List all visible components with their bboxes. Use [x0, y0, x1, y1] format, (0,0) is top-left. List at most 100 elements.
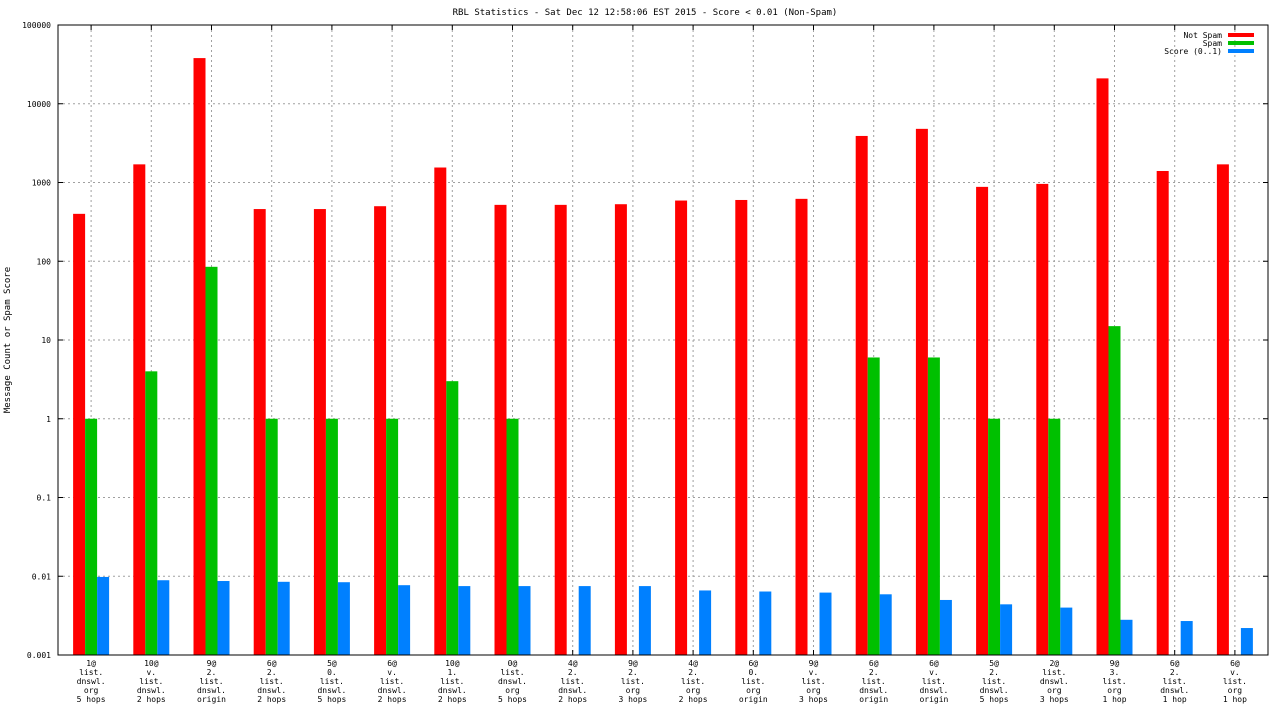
x-tick-label: dnswl.	[378, 686, 407, 695]
bar-not-spam	[795, 198, 808, 655]
x-tick-label: 6@	[387, 659, 397, 668]
x-tick-label: 9@	[1110, 659, 1120, 668]
bar-score-0-1	[217, 581, 230, 655]
bar-score-0-1	[398, 585, 411, 655]
bar-not-spam	[253, 209, 266, 656]
x-tick-label: org	[1047, 686, 1062, 695]
x-tick-label: list.	[982, 677, 1006, 686]
bar-score-0-1	[1060, 607, 1073, 655]
x-tick-label: 9@	[207, 659, 217, 668]
x-tick-label: list.	[862, 677, 886, 686]
x-tick-label: org	[746, 686, 761, 695]
x-tick-label: 1@	[86, 659, 96, 668]
bar-spam	[1108, 326, 1121, 655]
bar-not-spam	[73, 213, 86, 655]
bar-not-spam	[976, 186, 989, 655]
x-tick-label: v.	[809, 668, 819, 677]
bar-not-spam	[434, 167, 447, 655]
x-tick-label: dnswl.	[438, 686, 467, 695]
legend-label: Score (0..1)	[1164, 47, 1222, 56]
legend-label: Not Spam	[1183, 31, 1222, 40]
x-tick-label: dnswl.	[919, 686, 948, 695]
y-tick-label: 100	[37, 257, 52, 266]
bar-spam	[927, 357, 940, 655]
bar-not-spam	[313, 209, 326, 656]
bar-spam	[506, 418, 519, 655]
x-tick-label: list.	[440, 677, 464, 686]
bar-score-0-1	[759, 591, 772, 655]
y-tick-label: 100000	[22, 21, 51, 30]
y-tick-label: 0.01	[32, 572, 51, 581]
x-tick-label: 2.	[267, 668, 277, 677]
x-tick-label: 2.	[869, 668, 879, 677]
x-tick-label: 4@	[568, 659, 578, 668]
bar-score-0-1	[458, 586, 471, 655]
x-tick-label: origin	[739, 695, 768, 704]
bar-spam	[85, 418, 98, 655]
x-tick-label: 0.	[327, 668, 337, 677]
x-tick-label: 2@	[1049, 659, 1059, 668]
bar-score-0-1	[337, 582, 350, 655]
x-tick-label: list.	[1163, 677, 1187, 686]
x-tick-label: list.	[380, 677, 404, 686]
x-tick-label: 5 hops	[317, 695, 346, 704]
x-tick-label: dnswl.	[498, 677, 527, 686]
x-tick-label: 2.	[688, 668, 698, 677]
x-tick-label: 6@	[869, 659, 879, 668]
x-tick-label: 9@	[628, 659, 638, 668]
bar-spam	[325, 418, 338, 655]
x-tick-label: origin	[197, 695, 226, 704]
x-tick-label: 2 hops	[378, 695, 407, 704]
bar-score-0-1	[277, 581, 290, 655]
x-tick-label: 0.	[748, 668, 758, 677]
y-axis-label: Message Count or Spam Score	[3, 267, 13, 413]
x-tick-label: dnswl.	[859, 686, 888, 695]
x-tick-label: list.	[139, 677, 163, 686]
x-tick-label: org	[806, 686, 821, 695]
x-tick-label: dnswl.	[1160, 686, 1189, 695]
x-tick-label: 2 hops	[257, 695, 286, 704]
x-tick-label: org	[686, 686, 701, 695]
bar-spam	[867, 357, 880, 655]
bar-spam	[265, 418, 278, 655]
bar-spam	[446, 381, 459, 655]
x-tick-label: list.	[801, 677, 825, 686]
x-tick-label: org	[1107, 686, 1122, 695]
chart-title: RBL Statistics - Sat Dec 12 12:58:06 EST…	[453, 8, 838, 18]
x-tick-label: 9@	[809, 659, 819, 668]
y-tick-label: 10000	[27, 100, 51, 109]
bars-group	[73, 58, 1253, 656]
y-tick-labels: 0.001 0.01 0.1 1 10 100 1000 10000 100000	[22, 21, 51, 660]
x-tick-label: 2.	[989, 668, 999, 677]
x-tick-label: list.	[199, 677, 223, 686]
x-tick-label: dnswl.	[257, 686, 286, 695]
x-tick-label: 5@	[989, 659, 999, 668]
bar-spam	[386, 418, 399, 655]
bar-not-spam	[1216, 164, 1229, 655]
x-tick-label: 1 hop	[1223, 695, 1247, 704]
legend-swatch	[1228, 49, 1254, 53]
plot-frame	[57, 24, 1269, 656]
bar-score-0-1	[578, 586, 591, 655]
y-tick-label: 0.1	[37, 494, 52, 503]
x-tick-label: 2 hops	[558, 695, 587, 704]
grid-lines	[58, 24, 1268, 656]
x-tick-label: list.	[741, 677, 765, 686]
x-tick-label: dnswl.	[317, 686, 346, 695]
bar-not-spam	[675, 200, 688, 655]
bar-score-0-1	[1240, 628, 1253, 655]
x-tick-label: 2.	[628, 668, 638, 677]
x-tick-label: dnswl.	[558, 686, 587, 695]
x-tick-label: dnswl.	[137, 686, 166, 695]
x-tick-label: 3.	[1110, 668, 1120, 677]
x-tick-label: 2.	[207, 668, 217, 677]
bar-score-0-1	[97, 576, 110, 655]
bar-not-spam	[374, 206, 387, 655]
bar-score-0-1	[518, 586, 531, 655]
bar-not-spam	[1156, 170, 1169, 655]
x-tick-label: origin	[859, 695, 888, 704]
x-tick-label: dnswl.	[1040, 677, 1069, 686]
bar-not-spam	[1036, 183, 1049, 656]
